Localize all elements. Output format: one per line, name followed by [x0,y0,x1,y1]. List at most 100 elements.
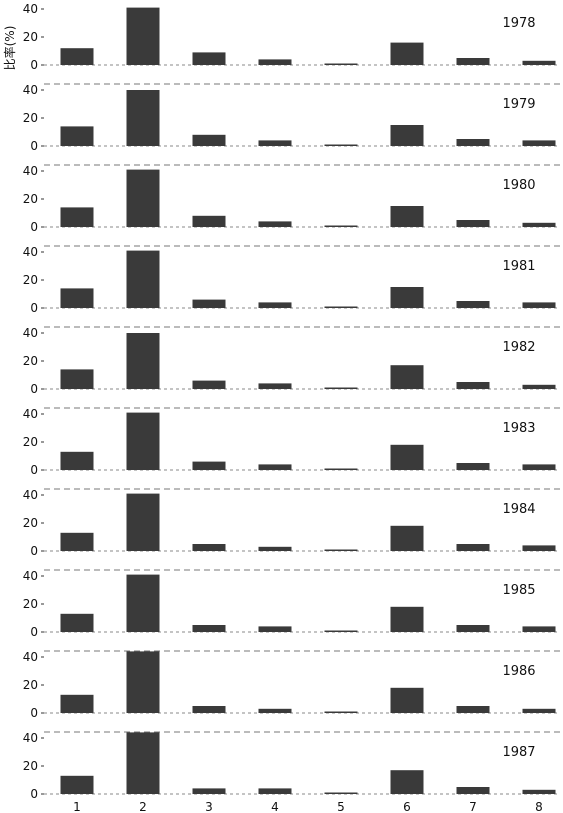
bar-1987-7 [456,787,490,794]
bar-1987-4 [258,788,292,794]
y-tick-label: 0 [30,463,38,477]
panel-1985: 0 20 40 1985 [23,569,560,639]
y-tick-label: 40 [23,83,38,97]
bar-1986-5 [324,711,358,713]
bar-1985-8 [522,626,556,632]
y-tick-label: 0 [30,220,38,234]
x-tick-label-7: 7 [469,800,477,813]
bar-1986-4 [258,708,292,713]
panel-year-label: 1985 [502,583,535,598]
bar-1981-5 [324,306,358,308]
chart-panels: 0 20 40 1978 0 20 40 1979 0 20 40 1980 0 20 40 1981 0 20 4… [23,2,560,801]
bar-1982-6 [390,365,424,389]
panel-year-label: 1982 [502,340,535,355]
bar-1984-6 [390,525,424,551]
y-tick-label: 0 [30,706,38,720]
bar-1978-6 [390,42,424,65]
bar-1987-3 [192,788,226,794]
y-tick-label: 40 [23,650,38,664]
bar-1978-2 [126,7,160,66]
panel-1979: 0 20 40 1979 [23,83,560,153]
bar-1981-3 [192,299,226,308]
bar-1983-3 [192,461,226,470]
bar-1987-2 [126,732,160,794]
bar-1985-7 [456,625,490,632]
bar-1984-4 [258,546,292,551]
bar-1981-2 [126,250,160,308]
bar-1981-1 [60,288,94,308]
bar-1985-4 [258,626,292,632]
bar-1979-8 [522,140,556,146]
panel-1983: 0 20 40 1983 [23,407,560,477]
y-tick-label: 20 [23,30,38,44]
y-tick-label: 40 [23,407,38,421]
bar-1982-7 [456,382,490,389]
bar-1980-7 [456,220,490,227]
bar-1981-8 [522,302,556,308]
x-tick-label-2: 2 [139,800,147,813]
x-tick-label-4: 4 [271,800,279,813]
y-tick-label: 40 [23,326,38,340]
bar-1980-8 [522,222,556,227]
bar-1985-3 [192,625,226,632]
bar-1979-2 [126,90,160,146]
y-tick-label: 20 [23,111,38,125]
x-tick-label-5: 5 [337,800,345,813]
panel-1978: 0 20 40 1978 [23,2,560,72]
y-tick-label: 20 [23,435,38,449]
panel-1987: 0 20 40 1987 [23,731,560,801]
panel-1986: 0 20 40 1986 [23,650,560,720]
bar-1983-6 [390,444,424,470]
bar-1984-5 [324,549,358,551]
y-tick-label: 40 [23,164,38,178]
bar-1984-8 [522,545,556,551]
panel-year-label: 1983 [502,421,535,436]
bar-1980-3 [192,215,226,227]
bar-1981-4 [258,302,292,308]
bar-1980-4 [258,221,292,227]
bar-1983-4 [258,464,292,470]
y-tick-label: 20 [23,273,38,287]
y-tick-label: 0 [30,139,38,153]
panel-year-label: 1984 [502,502,535,517]
bar-1983-5 [324,468,358,470]
bar-1978-8 [522,60,556,65]
bar-1981-7 [456,301,490,308]
bar-1987-1 [60,775,94,794]
bar-1983-1 [60,451,94,470]
bar-1979-7 [456,139,490,146]
bar-1981-6 [390,287,424,308]
y-tick-label: 20 [23,354,38,368]
y-tick-label: 20 [23,759,38,773]
bar-1980-2 [126,169,160,227]
bar-1982-2 [126,333,160,389]
y-axis-label-group: 比率(%) [2,26,17,71]
y-tick-label: 0 [30,787,38,801]
bar-1985-6 [390,606,424,632]
y-tick-label: 0 [30,301,38,315]
bar-1987-8 [522,789,556,794]
bar-1980-5 [324,225,358,227]
bar-1980-6 [390,206,424,227]
y-tick-label: 40 [23,569,38,583]
bar-1979-5 [324,144,358,146]
bar-1985-2 [126,574,160,632]
bar-1986-2 [126,651,160,713]
y-tick-label: 20 [23,192,38,206]
bar-1979-3 [192,134,226,146]
y-tick-label: 40 [23,2,38,16]
bar-1979-1 [60,126,94,146]
bar-1984-1 [60,532,94,551]
y-tick-label: 0 [30,544,38,558]
panel-year-label: 1986 [502,664,535,679]
y-tick-label: 20 [23,678,38,692]
x-tick-label-6: 6 [403,800,411,813]
y-tick-label: 40 [23,245,38,259]
panel-year-label: 1979 [502,97,535,112]
bar-1978-3 [192,52,226,65]
bar-1978-7 [456,58,490,65]
bar-1978-4 [258,59,292,65]
y-tick-label: 20 [23,597,38,611]
bar-1983-8 [522,464,556,470]
